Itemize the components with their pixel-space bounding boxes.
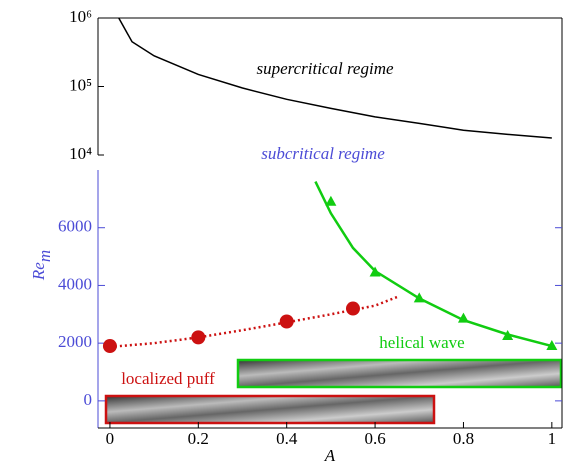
x-tick-label: 0.8	[453, 429, 474, 448]
point	[325, 195, 337, 206]
x-axis-label: A	[324, 446, 336, 465]
x-tick-label: 0	[106, 429, 115, 448]
y-tick-label: 0	[84, 390, 93, 409]
fit-line	[314, 180, 553, 348]
y-tick-label: 6000	[58, 217, 92, 236]
point	[457, 312, 469, 323]
legend-label: localized puff	[121, 369, 215, 388]
y-tick-label: 2000	[58, 332, 92, 351]
point	[102, 339, 117, 354]
y-label-main: Re	[29, 262, 48, 281]
y-axis-label: Rem	[29, 250, 54, 281]
point	[345, 301, 360, 316]
y-tick-label: 10⁶	[69, 7, 92, 26]
y-tick-label: 10⁵	[69, 75, 92, 94]
point	[546, 340, 558, 351]
y-label-sub: m	[35, 250, 54, 262]
annotation: subcritical regime	[261, 144, 385, 163]
point	[191, 330, 206, 345]
y-tick-label: 10⁴	[69, 144, 92, 163]
helical-wave-snapshot	[236, 358, 563, 389]
legend-label: helical wave	[379, 333, 464, 352]
point	[413, 292, 425, 303]
point	[279, 314, 294, 329]
line	[118, 17, 552, 139]
point	[369, 266, 381, 277]
x-tick-label: 1	[548, 429, 557, 448]
x-tick-label: 0.2	[188, 429, 209, 448]
fit-line	[109, 295, 398, 349]
puff-snapshot	[104, 394, 436, 425]
x-tick-label: 0.6	[364, 429, 385, 448]
x-tick-label: 0.4	[276, 429, 298, 448]
annotation: supercritical regime	[256, 59, 394, 78]
y-tick-label: 4000	[58, 274, 92, 293]
point	[502, 329, 514, 340]
